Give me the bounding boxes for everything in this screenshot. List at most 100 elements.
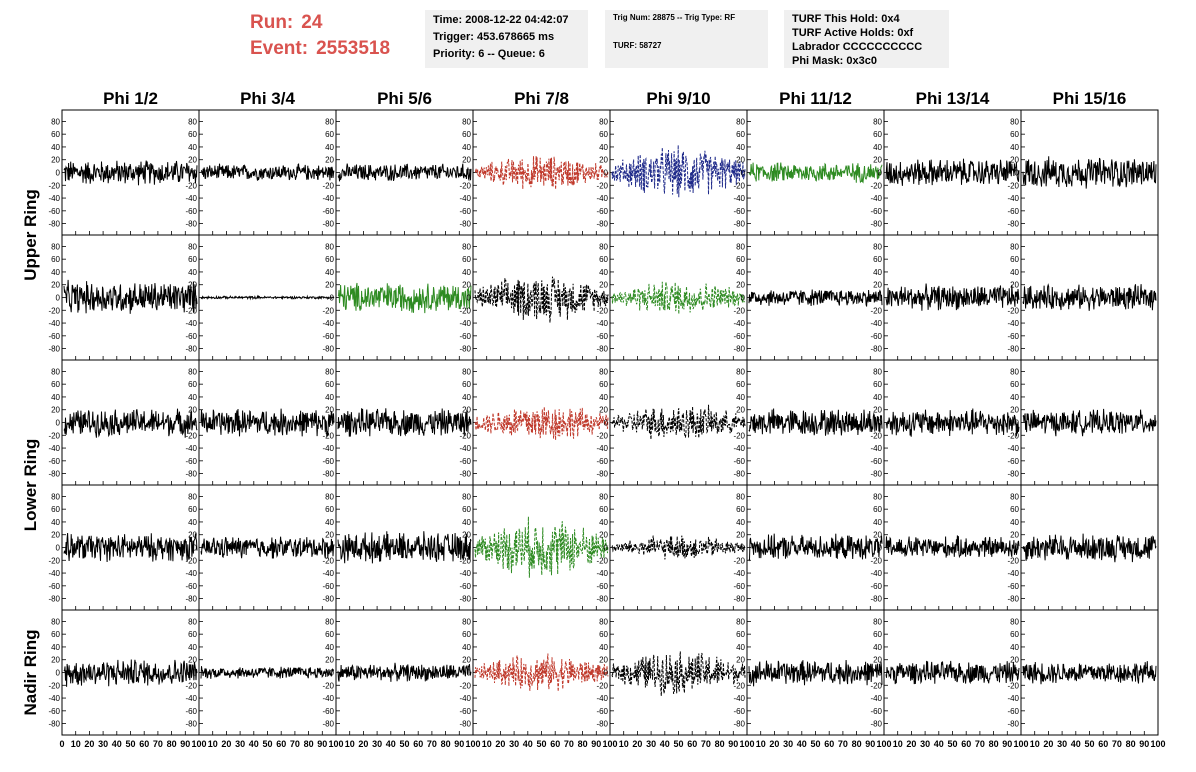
event-label: Event:	[250, 38, 309, 59]
y-tick-label: -60	[596, 582, 608, 591]
y-tick-label: 60	[1010, 380, 1019, 389]
x-tick-label: 40	[797, 739, 807, 749]
y-tick-label: 20	[325, 281, 334, 290]
x-tick-label: 30	[98, 739, 108, 749]
x-tick-label: 30	[783, 739, 793, 749]
x-tick-label: 100	[465, 739, 480, 749]
y-tick-label: 40	[599, 143, 608, 152]
x-tick-label: 90	[728, 739, 738, 749]
y-tick-label: -20	[185, 431, 197, 440]
y-tick-label: 20	[188, 406, 197, 415]
turf-info-box: TURF This Hold: 0x4 TURF Active Holds: 0…	[784, 10, 949, 68]
turf-text: TURF: 58727	[613, 41, 662, 50]
y-tick-label: -20	[185, 556, 197, 565]
x-tick-label: 80	[1126, 739, 1136, 749]
waveform-line	[1022, 533, 1157, 563]
waveform-line	[885, 408, 1020, 437]
y-tick-label: 0	[604, 294, 609, 303]
y-tick-label: -60	[48, 707, 60, 716]
y-tick-label: 80	[599, 617, 608, 626]
y-tick-label: 60	[325, 380, 334, 389]
x-tick-label: 20	[1043, 739, 1053, 749]
y-tick-label: -40	[733, 319, 745, 328]
y-tick-label: -40	[596, 694, 608, 703]
y-tick-label: -60	[870, 332, 882, 341]
y-tick-label: -40	[322, 694, 334, 703]
y-tick-label: -40	[185, 444, 197, 453]
x-tick-label: 30	[372, 739, 382, 749]
y-tick-label: 40	[1010, 393, 1019, 402]
y-tick-label: 20	[599, 281, 608, 290]
y-tick-label: -40	[322, 319, 334, 328]
y-tick-label: -60	[459, 457, 471, 466]
y-tick-label: -20	[185, 181, 197, 190]
y-tick-label: 0	[604, 419, 609, 428]
y-tick-label: 0	[56, 669, 61, 678]
waveform-line	[200, 666, 334, 679]
y-tick-label: 20	[188, 531, 197, 540]
y-tick-label: -60	[185, 582, 197, 591]
x-tick-label: 70	[975, 739, 985, 749]
y-tick-label: 40	[462, 143, 471, 152]
x-tick-label: 40	[386, 739, 396, 749]
y-tick-label: -60	[733, 207, 745, 216]
column-title: Phi 15/16	[1053, 89, 1127, 108]
x-tick-label: 10	[893, 739, 903, 749]
y-tick-label: 60	[1010, 130, 1019, 139]
x-tick-label: 10	[756, 739, 766, 749]
y-tick-label: 40	[188, 143, 197, 152]
x-tick-label: 90	[454, 739, 464, 749]
x-tick-label: 20	[221, 739, 231, 749]
y-tick-label: 80	[51, 617, 60, 626]
y-tick-label: 0	[56, 419, 61, 428]
row-group-label: Lower Ring	[21, 439, 40, 532]
y-tick-label: 20	[736, 531, 745, 540]
y-tick-label: 40	[325, 393, 334, 402]
y-tick-label: -80	[185, 595, 197, 604]
y-tick-label: 0	[878, 294, 883, 303]
y-tick-label: 60	[736, 505, 745, 514]
y-tick-label: 60	[51, 630, 60, 639]
y-tick-label: 0	[193, 419, 198, 428]
y-tick-label: 0	[467, 669, 472, 678]
y-tick-label: 80	[462, 242, 471, 251]
y-tick-label: -40	[733, 444, 745, 453]
y-tick-label: 40	[873, 393, 882, 402]
trig-info-box: Trig Num: 28875 -- Trig Type: RF TURF: 5…	[605, 10, 768, 68]
x-tick-label: 70	[153, 739, 163, 749]
y-tick-label: 0	[467, 169, 472, 178]
y-tick-label: -60	[1007, 457, 1019, 466]
y-tick-label: -60	[1007, 332, 1019, 341]
y-tick-label: 0	[1015, 419, 1020, 428]
y-tick-label: -40	[459, 444, 471, 453]
y-tick-label: 40	[51, 393, 60, 402]
y-tick-label: 40	[1010, 268, 1019, 277]
waveform-line	[63, 279, 198, 314]
x-tick-label: 10	[1030, 739, 1040, 749]
trigger-text: Trigger: 453.678665 ms	[433, 31, 555, 43]
y-tick-label: -60	[596, 707, 608, 716]
x-tick-label: 10	[208, 739, 218, 749]
y-tick-label: -40	[48, 319, 60, 328]
y-tick-label: 40	[873, 518, 882, 527]
y-tick-label: -20	[48, 556, 60, 565]
y-tick-label: -60	[322, 582, 334, 591]
y-tick-label: 40	[188, 393, 197, 402]
y-tick-label: 40	[462, 268, 471, 277]
y-tick-label: 20	[462, 281, 471, 290]
y-tick-label: -20	[870, 181, 882, 190]
y-tick-label: 80	[736, 242, 745, 251]
run-event-box: Run: 24 Event: 2553518	[250, 10, 390, 62]
y-tick-label: -60	[322, 207, 334, 216]
column-title: Phi 1/2	[103, 89, 158, 108]
y-tick-label: -20	[596, 681, 608, 690]
y-tick-label: 80	[1010, 617, 1019, 626]
y-tick-label: -60	[733, 332, 745, 341]
y-tick-label: -20	[596, 431, 608, 440]
y-tick-label: -20	[733, 681, 745, 690]
x-tick-label: 80	[167, 739, 177, 749]
column-title: Phi 5/6	[377, 89, 432, 108]
y-tick-label: 0	[56, 294, 61, 303]
y-tick-label: -60	[185, 207, 197, 216]
